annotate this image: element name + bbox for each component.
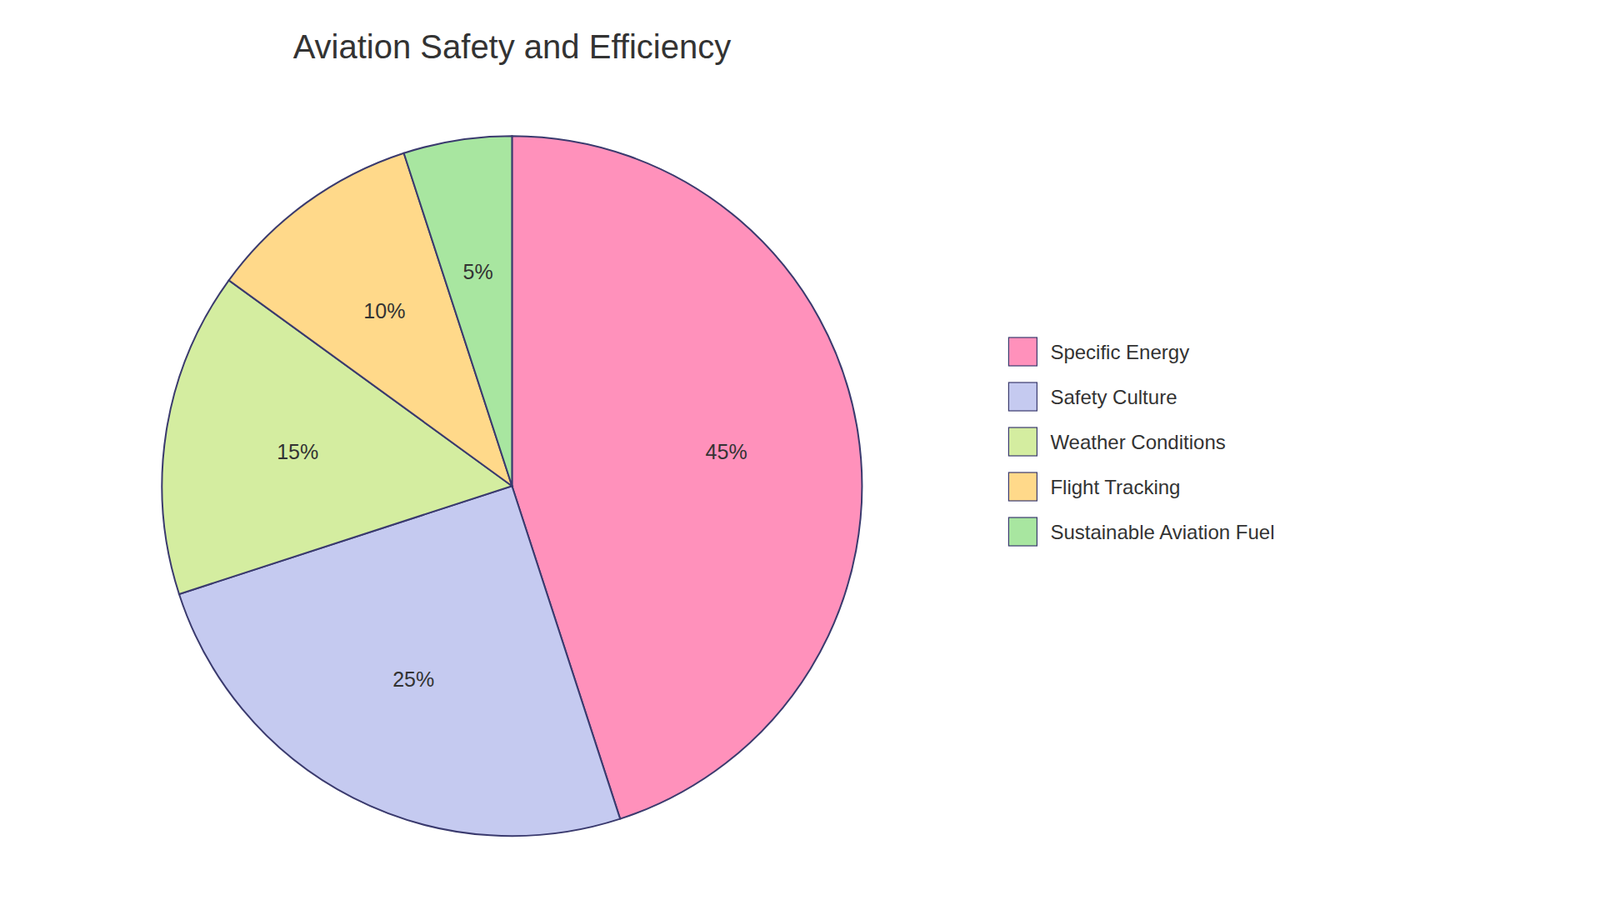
legend: Specific Energy Safety Culture Weather Con…	[1008, 337, 1275, 546]
legend-item: Specific Energy	[1008, 337, 1190, 366]
data-labels: 45% 25% 15% 10% 5%	[276, 260, 747, 691]
legend-swatch	[1008, 427, 1037, 456]
legend-swatch	[1008, 337, 1037, 366]
legend-swatch	[1008, 517, 1037, 546]
legend-label: Safety Culture	[1050, 385, 1177, 409]
data-label: 25%	[392, 667, 435, 691]
data-label: 5%	[463, 260, 494, 284]
legend-label: Flight Tracking	[1050, 475, 1180, 499]
legend-item: Flight Tracking	[1008, 472, 1180, 501]
chart: Aviation Safety and Efficiency 45% 25% 15% 1…	[0, 0, 1600, 900]
pie	[161, 135, 862, 836]
legend-swatch	[1008, 472, 1037, 501]
legend-label: Sustainable Aviation Fuel	[1050, 520, 1275, 544]
legend-label: Specific Energy	[1050, 340, 1190, 364]
slice	[404, 135, 513, 486]
legend-item: Safety Culture	[1008, 382, 1177, 411]
legend-swatch	[1008, 382, 1037, 411]
legend-item: Sustainable Aviation Fuel	[1008, 517, 1275, 546]
legend-item: Weather Conditions	[1008, 427, 1225, 456]
title: Aviation Safety and Efficiency	[293, 28, 732, 65]
data-label: 45%	[705, 440, 748, 464]
data-label: 10%	[363, 299, 405, 323]
data-label: 15%	[276, 440, 319, 464]
legend-label: Weather Conditions	[1050, 430, 1225, 454]
